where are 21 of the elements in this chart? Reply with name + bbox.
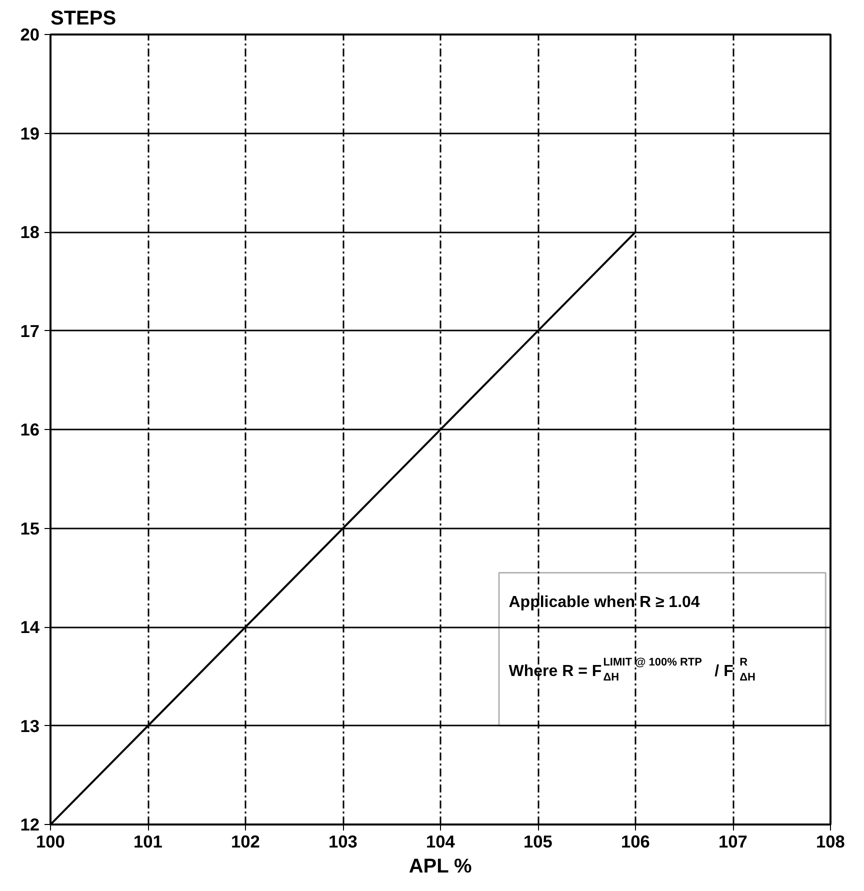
y-tick-label: 13 [20, 716, 40, 736]
x-tick-label: 103 [328, 832, 358, 852]
y-tick-label: 15 [20, 518, 40, 538]
y-tick-label: 19 [20, 123, 40, 144]
y-tick-label: 18 [20, 222, 40, 242]
x-tick-label: 100 [36, 832, 65, 852]
y-tick-label: 14 [20, 617, 40, 637]
x-tick-label: 106 [621, 832, 650, 852]
x-tick-label: 101 [134, 832, 163, 852]
x-tick-label: 108 [816, 832, 846, 852]
y-tick-label: 16 [20, 420, 40, 440]
annotation: Applicable when R ≥ 1.04 [508, 594, 700, 611]
y-tick-label: 17 [20, 320, 40, 341]
x-tick-label: 104 [426, 832, 456, 852]
y-axis-title: STEPS [50, 8, 116, 30]
y-tick-label: 12 [20, 814, 40, 834]
y-tick-label: 20 [20, 24, 40, 44]
x-tick-label: 105 [524, 832, 553, 852]
x-tick-label: 102 [231, 832, 260, 852]
x-axis-title: APL % [408, 856, 472, 878]
x-tick-label: 107 [718, 832, 748, 852]
